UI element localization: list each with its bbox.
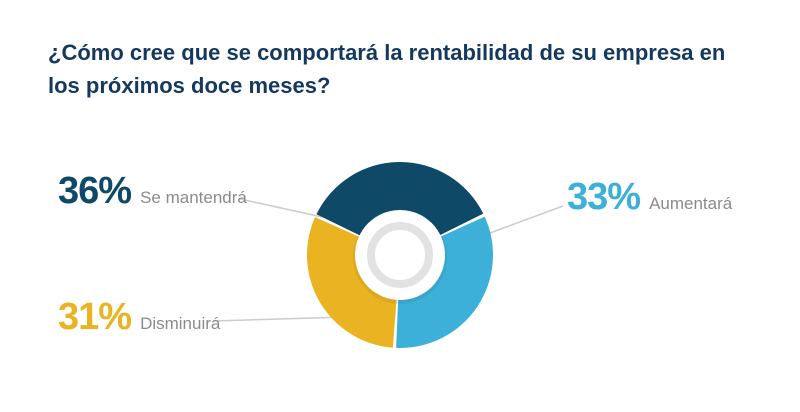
callout-label: Aumentará bbox=[649, 194, 733, 213]
leader-line-se-mantendra bbox=[239, 198, 323, 218]
callout-aumentara: 33% Aumentará bbox=[567, 176, 732, 219]
leader-line-aumentara bbox=[489, 205, 564, 234]
chart-title: ¿Cómo cree que se comportará la rentabil… bbox=[48, 40, 726, 98]
callout-label: Disminuirá bbox=[140, 314, 221, 333]
callout-label: Se mantendrá bbox=[140, 188, 247, 207]
leader-line-disminuira bbox=[212, 316, 348, 322]
callout-percent: 33% bbox=[567, 176, 641, 218]
callout-percent: 31% bbox=[58, 296, 132, 338]
donut-hole bbox=[353, 210, 447, 304]
callout-se-mantendra: 36% Se mantendrá bbox=[58, 170, 247, 213]
callout-percent: 36% bbox=[58, 170, 132, 212]
donut-hole-ring bbox=[367, 222, 433, 288]
callout-disminuira: 31% Disminuirá bbox=[58, 296, 220, 339]
donut-slice-0 bbox=[316, 161, 484, 255]
donut-chart bbox=[306, 161, 493, 349]
